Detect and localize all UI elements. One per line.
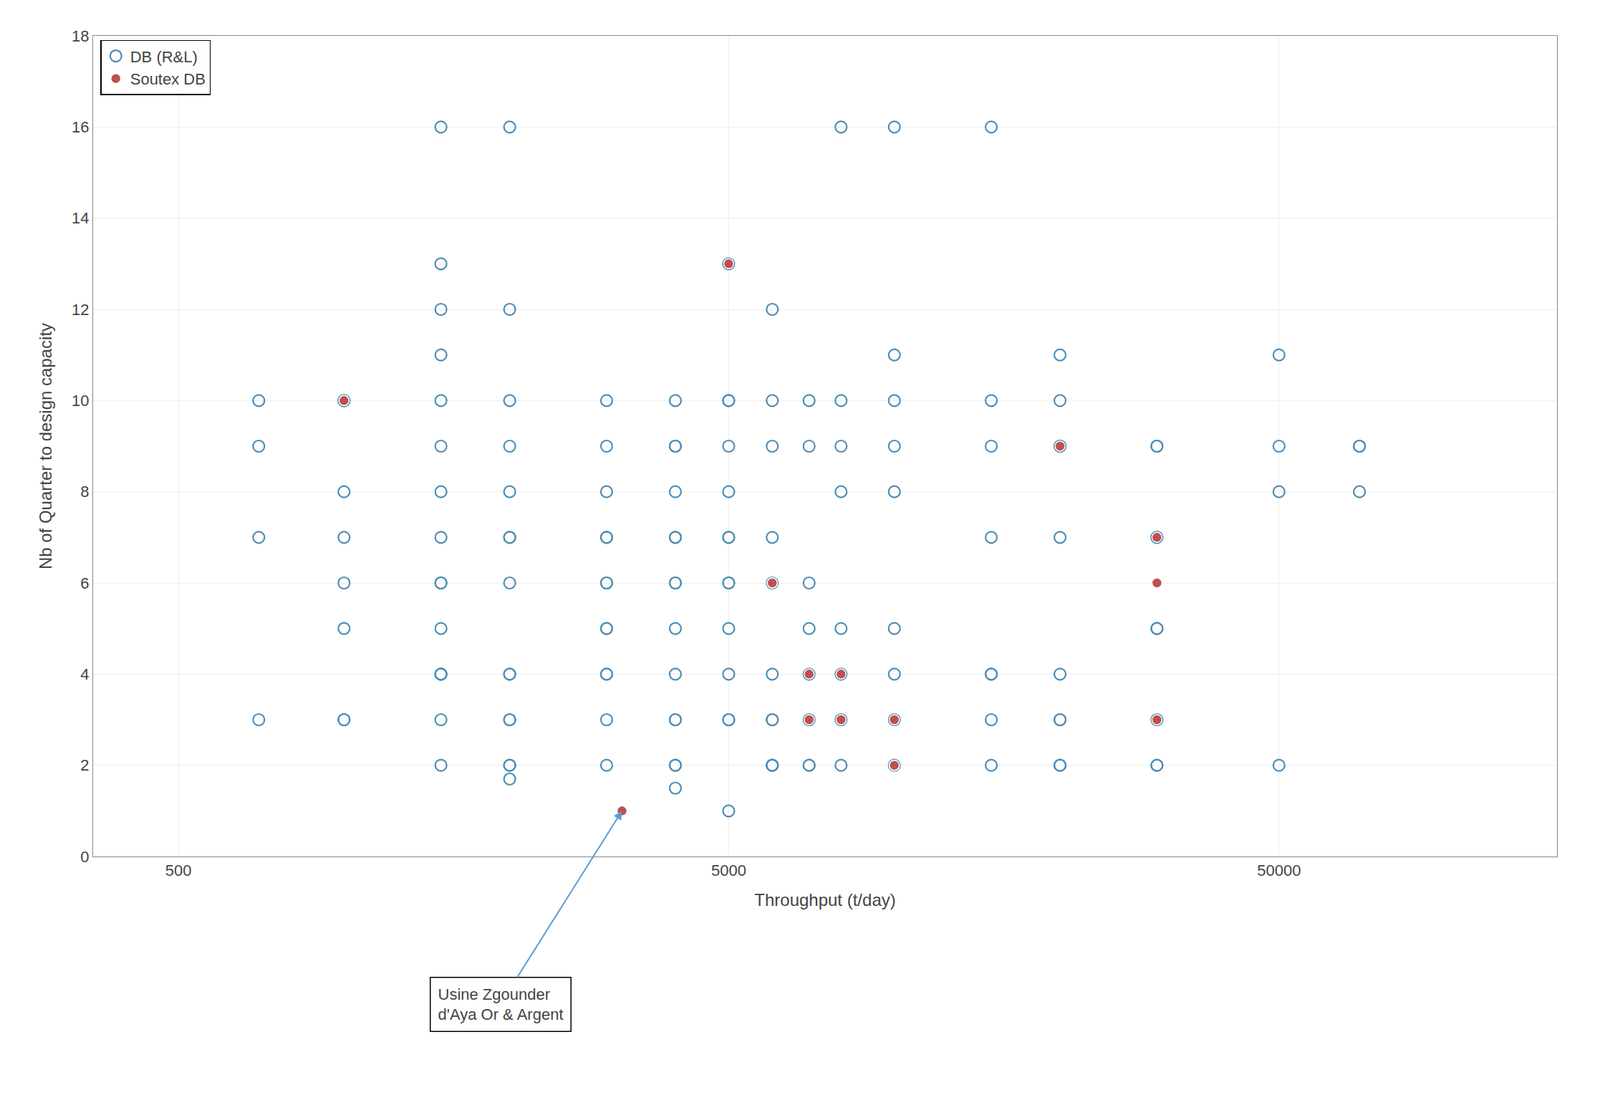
svg-text:12: 12 xyxy=(71,300,89,319)
svg-text:4: 4 xyxy=(80,665,89,684)
svg-text:14: 14 xyxy=(71,209,89,228)
svg-text:6: 6 xyxy=(80,574,89,593)
svg-text:18: 18 xyxy=(71,27,89,46)
svg-text:DB (R&L): DB (R&L) xyxy=(130,47,198,66)
svg-text:2: 2 xyxy=(80,756,89,775)
svg-text:Soutex DB: Soutex DB xyxy=(130,70,206,89)
svg-text:Nb of Quarter to design capaci: Nb of Quarter to design capacity xyxy=(35,323,56,570)
svg-text:50000: 50000 xyxy=(1256,861,1301,880)
svg-text:500: 500 xyxy=(165,861,192,880)
svg-text:0: 0 xyxy=(80,847,89,866)
svg-text:5000: 5000 xyxy=(711,861,747,880)
svg-text:16: 16 xyxy=(71,118,89,137)
svg-text:10: 10 xyxy=(71,391,89,410)
svg-text:Usine Zgounderd'Aya Or & Argen: Usine Zgounderd'Aya Or & Argent xyxy=(438,985,564,1025)
svg-text:Throughput (t/day): Throughput (t/day) xyxy=(754,890,896,910)
svg-text:8: 8 xyxy=(80,482,89,501)
